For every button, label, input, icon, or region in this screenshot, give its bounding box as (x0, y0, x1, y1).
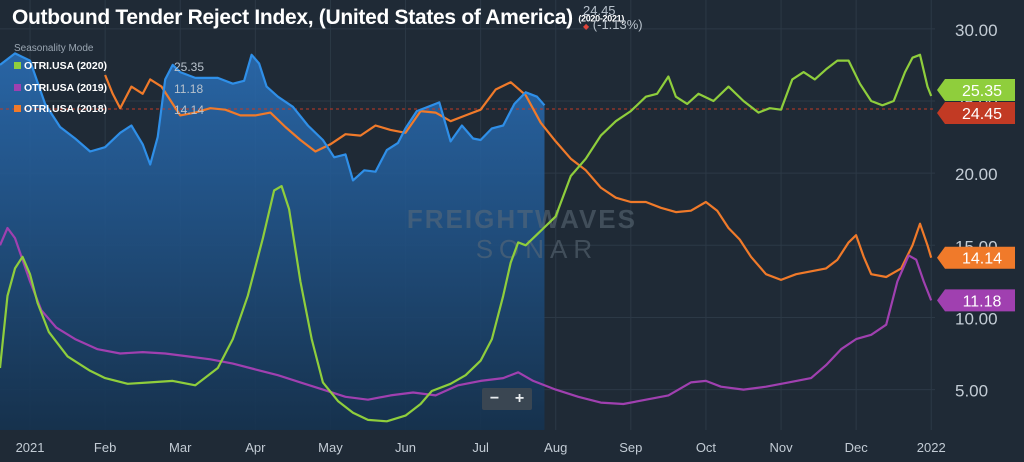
zoom-out-button[interactable]: − (489, 390, 500, 407)
series-line-s2020 (0, 53, 933, 423)
legend-value: 11.18 (174, 82, 204, 96)
x-tick-label: May (318, 440, 343, 455)
x-tick-label: 2021 (16, 440, 45, 455)
header-current-value: 24.45 (583, 3, 616, 18)
legend-label: OTRI.USA (2020) (24, 60, 108, 72)
value-tag-2019-bg (937, 289, 1015, 312)
value-tag-2018: 14.14 (962, 251, 1002, 268)
current-series-area (0, 53, 545, 431)
x-tick-label: Jun (395, 440, 416, 455)
x-tick-label: Apr (245, 440, 266, 455)
down-dot-icon: ◆ (583, 22, 590, 31)
series-line-s2018 (104, 74, 933, 281)
legend-swatch (14, 84, 21, 91)
header-change: (-1.13%) (592, 17, 643, 32)
legend-swatch (14, 105, 21, 112)
zoom-controls: − + (482, 388, 532, 410)
x-tick-label: Dec (845, 440, 869, 455)
value-tag-current: 24.45 (962, 106, 1002, 123)
series-line-current (0, 52, 546, 182)
chart-date-range: (2020-2021) (578, 13, 625, 24)
legend-swatch (14, 62, 21, 69)
value-tag-2018-bg (937, 246, 1015, 269)
legend-item-2018[interactable]: OTRI.USA (2018) 14.14 (14, 103, 234, 117)
value-tag-2019: 11.18 (963, 293, 1002, 310)
x-tick-label: 2022 (917, 440, 946, 455)
x-tick-label: Mar (169, 440, 192, 455)
legend-label: OTRI.USA (2018) (24, 103, 108, 115)
legend-value: 25.35 (174, 60, 205, 74)
y-tick-label: 30.00 (955, 21, 998, 40)
x-tick-label: Aug (544, 440, 567, 455)
value-tag-current-bg (937, 101, 1015, 124)
legend-item-2019[interactable]: OTRI.USA (2019) 11.18 (14, 82, 234, 96)
value-tag-2020: 25.35 (962, 83, 1002, 100)
legend-label: OTRI.USA (2019) (24, 82, 108, 94)
y-tick-label: 20.00 (955, 165, 998, 184)
x-tick-label: Jul (472, 440, 489, 455)
watermark-sonar: SONAR (476, 234, 598, 264)
value-tag-2020-bg (937, 78, 1015, 101)
zoom-in-button[interactable]: + (514, 390, 525, 407)
legend-value: 14.14 (174, 103, 205, 117)
x-tick-label: Feb (94, 440, 116, 455)
y-tick-label: 5.00 (955, 382, 988, 401)
y-tick-label: 10.00 (955, 309, 998, 328)
watermark-freightwaves: FREIGHTWAVES (407, 204, 637, 234)
series-line-s2019 (0, 226, 933, 406)
legend-item-2020[interactable]: OTRI.USA (2020) 25.35 (14, 60, 234, 74)
header-value-block: 24.45 ◆ (-1.13%) (583, 4, 643, 34)
seasonality-mode-label: Seasonality Mode (14, 43, 94, 54)
x-tick-label: Sep (619, 440, 642, 455)
x-tick-label: Oct (696, 440, 717, 455)
x-tick-label: Nov (769, 440, 793, 455)
chart-title: Outbound Tender Reject Index, (United St… (12, 6, 625, 29)
